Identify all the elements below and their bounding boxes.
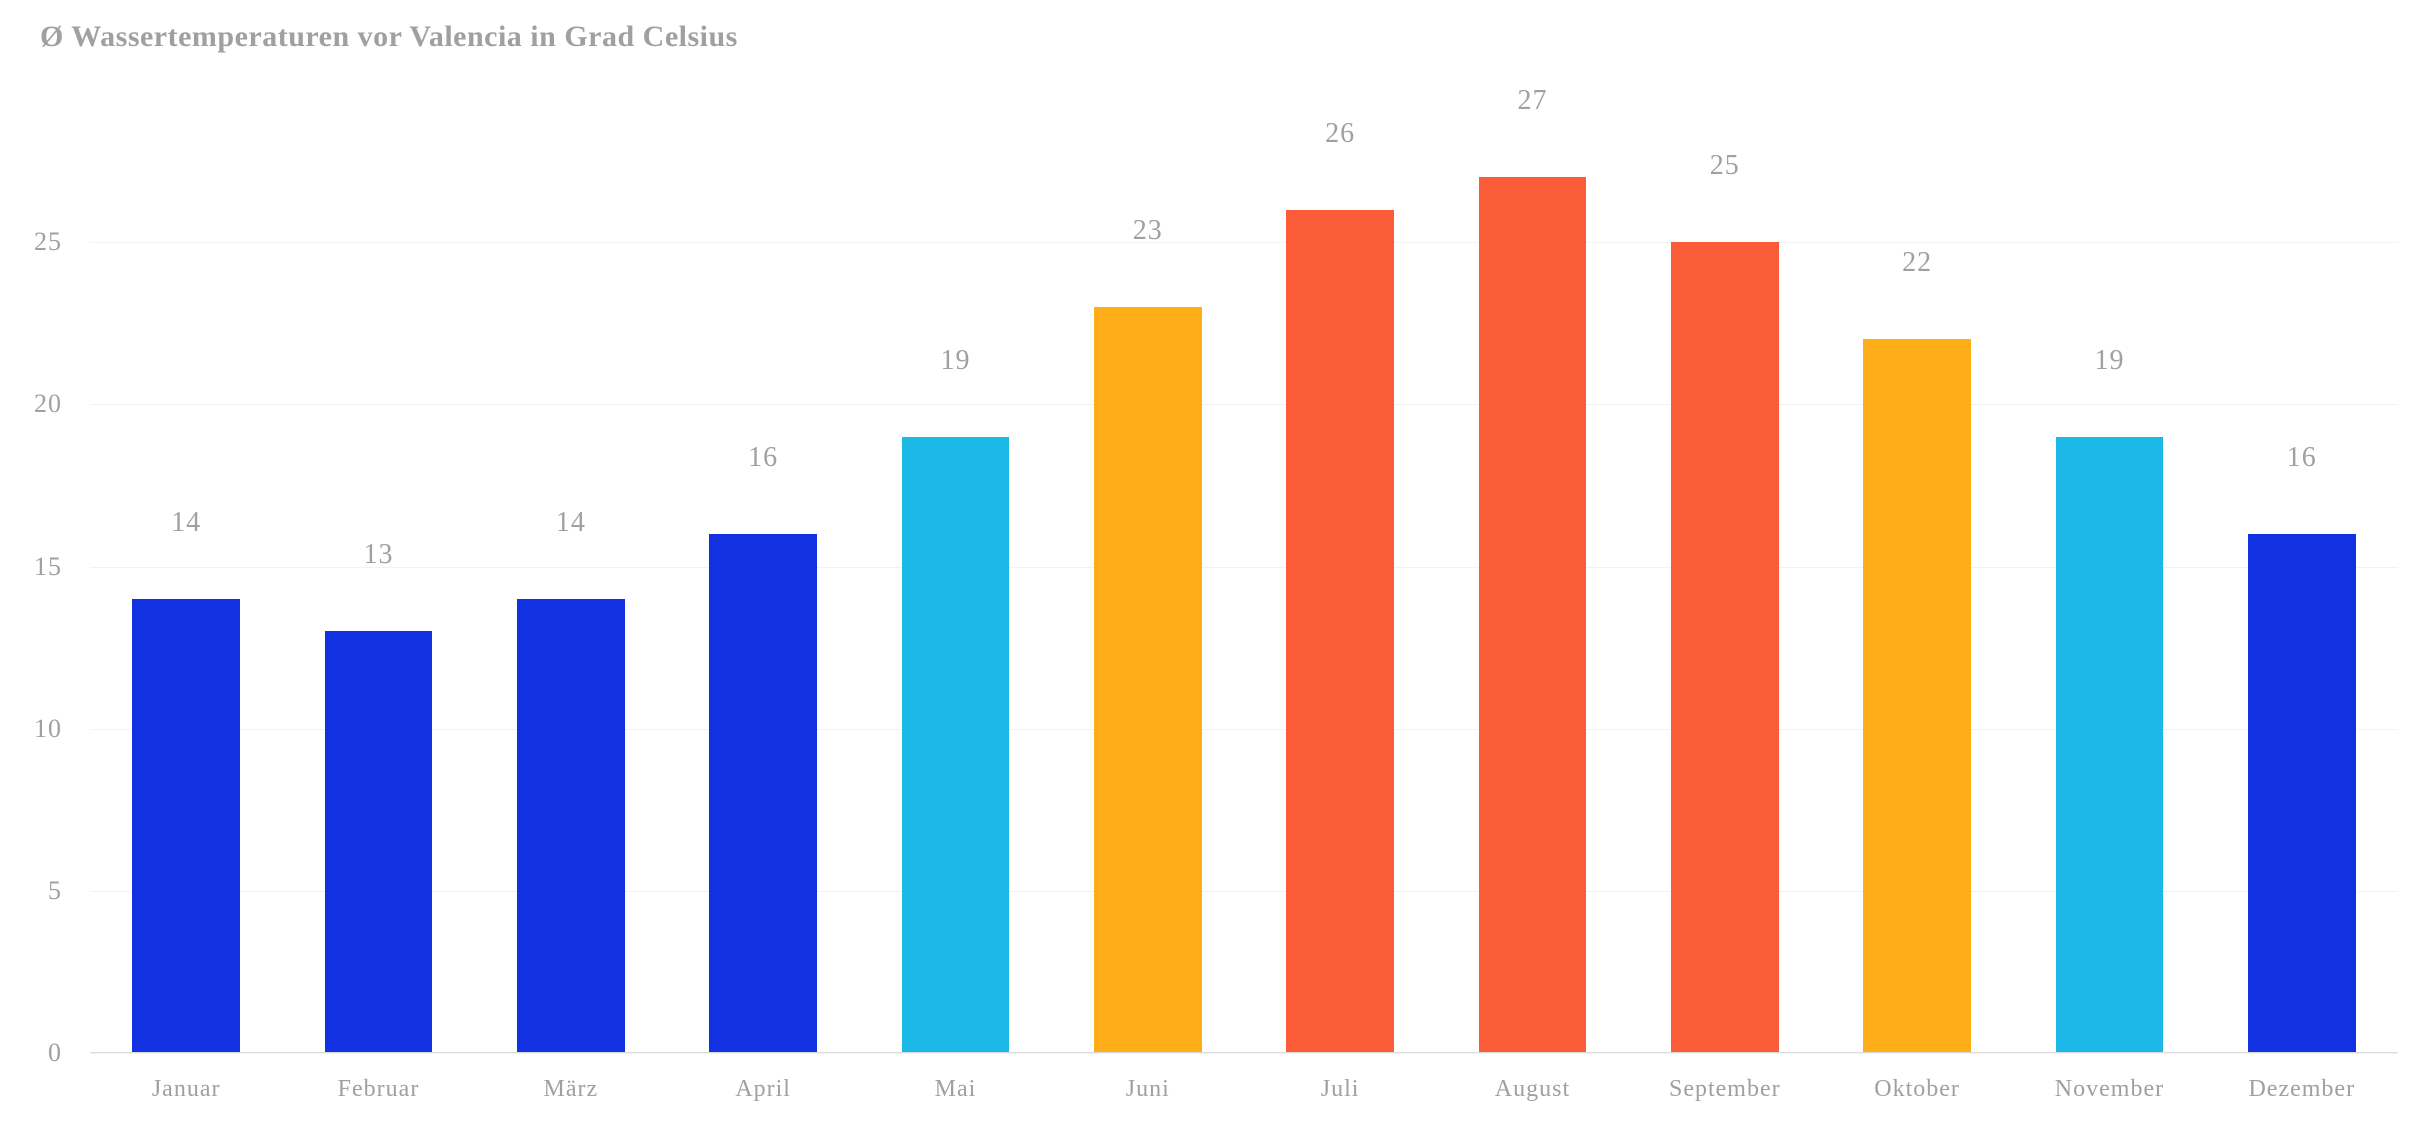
bar	[709, 534, 817, 1053]
bar-slot: 19	[859, 80, 1051, 1053]
bar-value-label: 19	[940, 345, 970, 391]
bar-value-label: 13	[363, 539, 393, 585]
bar	[1479, 177, 1587, 1053]
bar-value-label: 27	[1517, 85, 1547, 131]
x-axis-line	[90, 1052, 2398, 1053]
xtick-label: April	[667, 1076, 859, 1103]
bar-slot: 14	[475, 80, 667, 1053]
gridline	[90, 1053, 2398, 1054]
xtick-label: Oktober	[1821, 1076, 2013, 1103]
xtick-label: Juni	[1052, 1076, 1244, 1103]
bar-slot: 26	[1244, 80, 1436, 1053]
ytick-label: 25	[34, 227, 90, 257]
bar	[1671, 242, 1779, 1053]
xtick-label: November	[2013, 1076, 2205, 1103]
bar-slot: 22	[1821, 80, 2013, 1053]
bar-value-label: 25	[1710, 150, 1740, 196]
bar-slot: 19	[2013, 80, 2205, 1053]
chart-title: Ø Wassertemperaturen vor Valencia in Gra…	[40, 20, 738, 54]
bar-slot: 16	[667, 80, 859, 1053]
bar-value-label: 23	[1133, 215, 1163, 261]
bar-slot: 13	[282, 80, 474, 1053]
ytick-label: 20	[34, 389, 90, 419]
bar	[1286, 210, 1394, 1053]
bar-value-label: 22	[1902, 247, 1932, 293]
bar-value-label: 16	[2287, 442, 2317, 488]
bar	[2056, 437, 2164, 1053]
xtick-label: September	[1629, 1076, 1821, 1103]
bar-slot: 27	[1436, 80, 1628, 1053]
xtick-label: März	[475, 1076, 667, 1103]
bar-value-label: 16	[748, 442, 778, 488]
xtick-label: Mai	[859, 1076, 1051, 1103]
ytick-label: 10	[34, 714, 90, 744]
bar	[517, 599, 625, 1053]
ytick-label: 0	[48, 1038, 90, 1068]
x-axis: JanuarFebruarMärzAprilMaiJuniJuliAugustS…	[90, 1076, 2398, 1103]
bar	[902, 437, 1010, 1053]
xtick-label: Februar	[282, 1076, 474, 1103]
bars-wrap: 14 13 14 16 19 23 26 27 25 22 19 16	[90, 80, 2398, 1053]
bar-slot: 16	[2206, 80, 2398, 1053]
plot-area: 0510152025141314161923262725221916	[90, 80, 2398, 1053]
water-temperature-chart: Ø Wassertemperaturen vor Valencia in Gra…	[0, 0, 2426, 1133]
xtick-label: August	[1436, 1076, 1628, 1103]
bar	[2248, 534, 2356, 1053]
xtick-label: Dezember	[2206, 1076, 2398, 1103]
bar	[132, 599, 240, 1053]
bar-value-label: 19	[2094, 345, 2124, 391]
ytick-label: 5	[48, 876, 90, 906]
xtick-label: Januar	[90, 1076, 282, 1103]
bar-slot: 23	[1052, 80, 1244, 1053]
bar-value-label: 26	[1325, 118, 1355, 164]
bar-slot: 25	[1629, 80, 1821, 1053]
xtick-label: Juli	[1244, 1076, 1436, 1103]
bar-value-label: 14	[556, 507, 586, 553]
bar	[325, 631, 433, 1053]
bar	[1863, 339, 1971, 1053]
ytick-label: 15	[34, 552, 90, 582]
bar-value-label: 14	[171, 507, 201, 553]
bar-slot: 14	[90, 80, 282, 1053]
bar	[1094, 307, 1202, 1053]
